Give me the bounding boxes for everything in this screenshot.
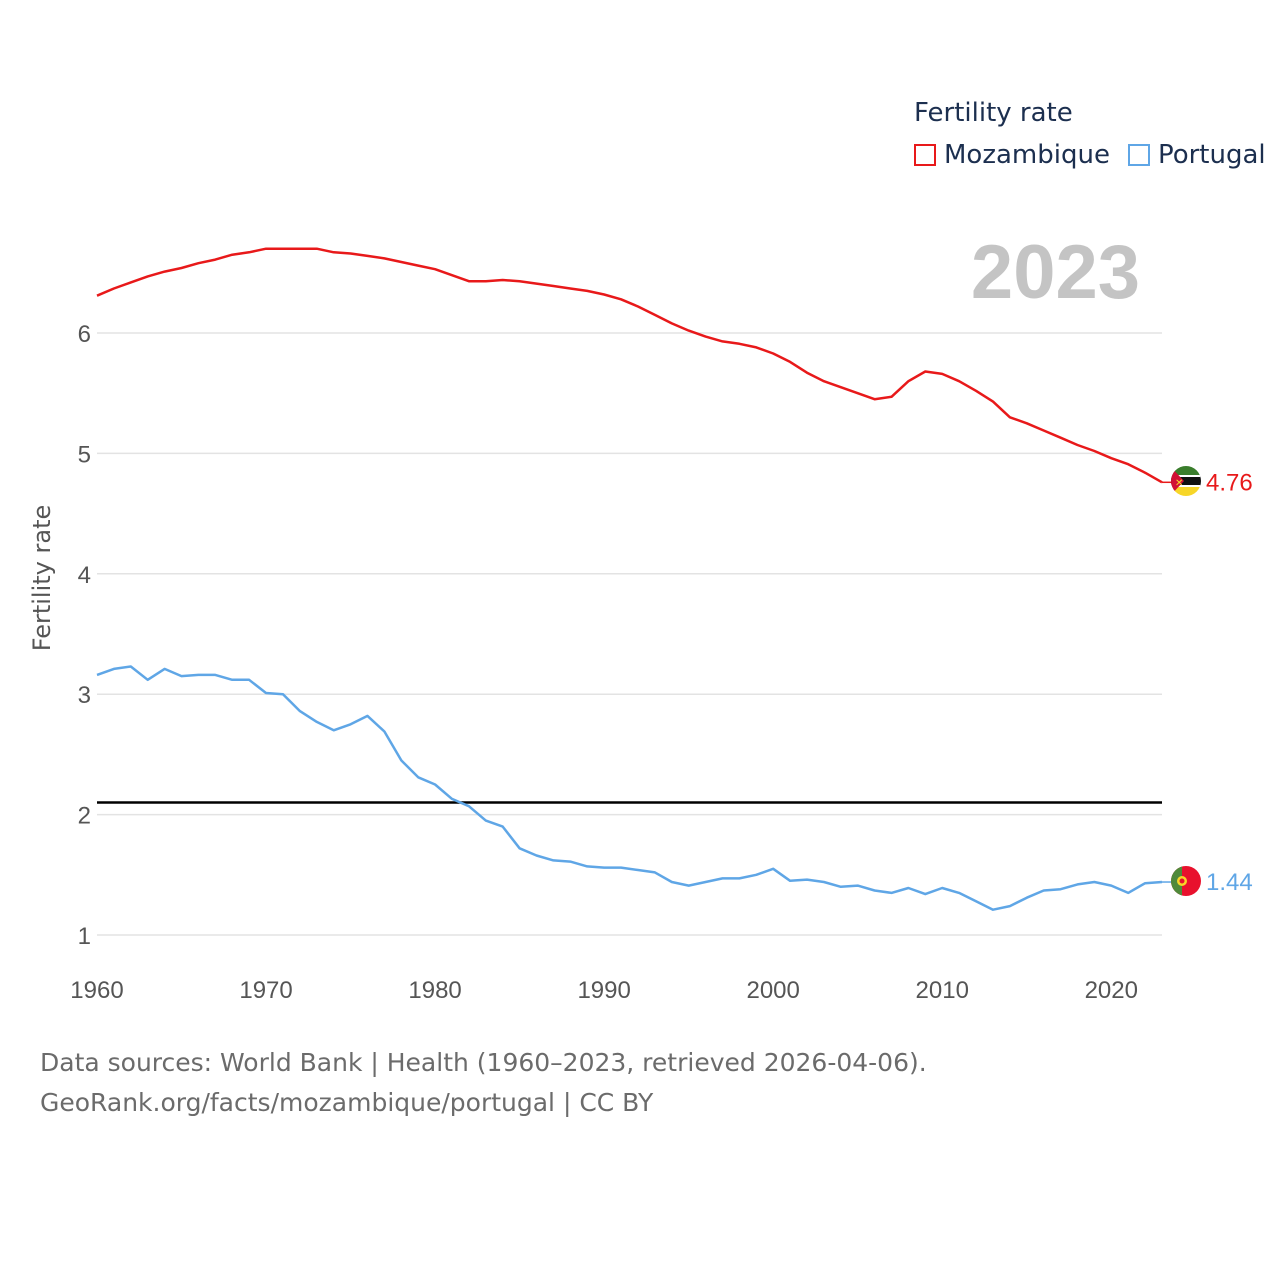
portugal-flag-icon — [1171, 866, 1201, 896]
y-axis-ticks: 1 2 3 4 5 6 — [78, 321, 91, 950]
series-line-mozambique[interactable] — [96, 247, 1163, 484]
legend-swatch-mozambique — [914, 144, 936, 166]
x-tick-label: 1960 — [70, 977, 123, 1004]
y-tick-label: 1 — [78, 923, 91, 950]
legend-title: Fertility rate — [914, 98, 1073, 128]
footer: Data sources: World Bank | Health (1960–… — [40, 1043, 927, 1123]
grid-lines — [97, 332, 1162, 936]
y-axis-label: Fertility rate — [28, 504, 56, 652]
footer-sources: Data sources: World Bank | Health (1960–… — [40, 1048, 927, 1077]
x-tick-label: 2020 — [1085, 977, 1138, 1004]
y-tick-label: 5 — [78, 441, 91, 468]
x-axis-ticks: 1960 1970 1980 1990 2000 2010 2020 — [70, 977, 1138, 1004]
portugal-end-label: 1.44 — [1206, 869, 1253, 896]
legend-label-portugal: Portugal — [1157, 140, 1266, 170]
legend-swatch-portugal — [1127, 144, 1150, 166]
mozambique-flag-icon: ✕ — [1171, 466, 1201, 496]
year-label: 2023 — [971, 230, 1140, 315]
x-tick-label: 1980 — [408, 977, 461, 1004]
svg-text:✕: ✕ — [1175, 478, 1183, 489]
series-line-portugal[interactable] — [96, 665, 1163, 911]
legend-item-portugal[interactable]: Portugal — [1127, 140, 1266, 170]
y-tick-label: 6 — [78, 321, 91, 348]
footer-link[interactable]: GeoRank.org/facts/mozambique/portugal | … — [40, 1088, 654, 1117]
series-lines — [96, 247, 1172, 911]
y-tick-label: 3 — [78, 682, 91, 709]
x-tick-label: 2000 — [746, 977, 799, 1004]
x-tick-label: 2010 — [916, 977, 969, 1004]
y-tick-label: 4 — [78, 562, 91, 589]
x-tick-label: 1990 — [577, 977, 630, 1004]
legend: Mozambique Portugal — [914, 140, 1280, 170]
mozambique-end-label: 4.76 — [1206, 469, 1253, 496]
legend-label-mozambique: Mozambique — [944, 140, 1110, 170]
y-tick-label: 2 — [78, 803, 91, 830]
x-tick-label: 1970 — [239, 977, 292, 1004]
legend-item-mozambique[interactable]: Mozambique — [914, 140, 1110, 170]
